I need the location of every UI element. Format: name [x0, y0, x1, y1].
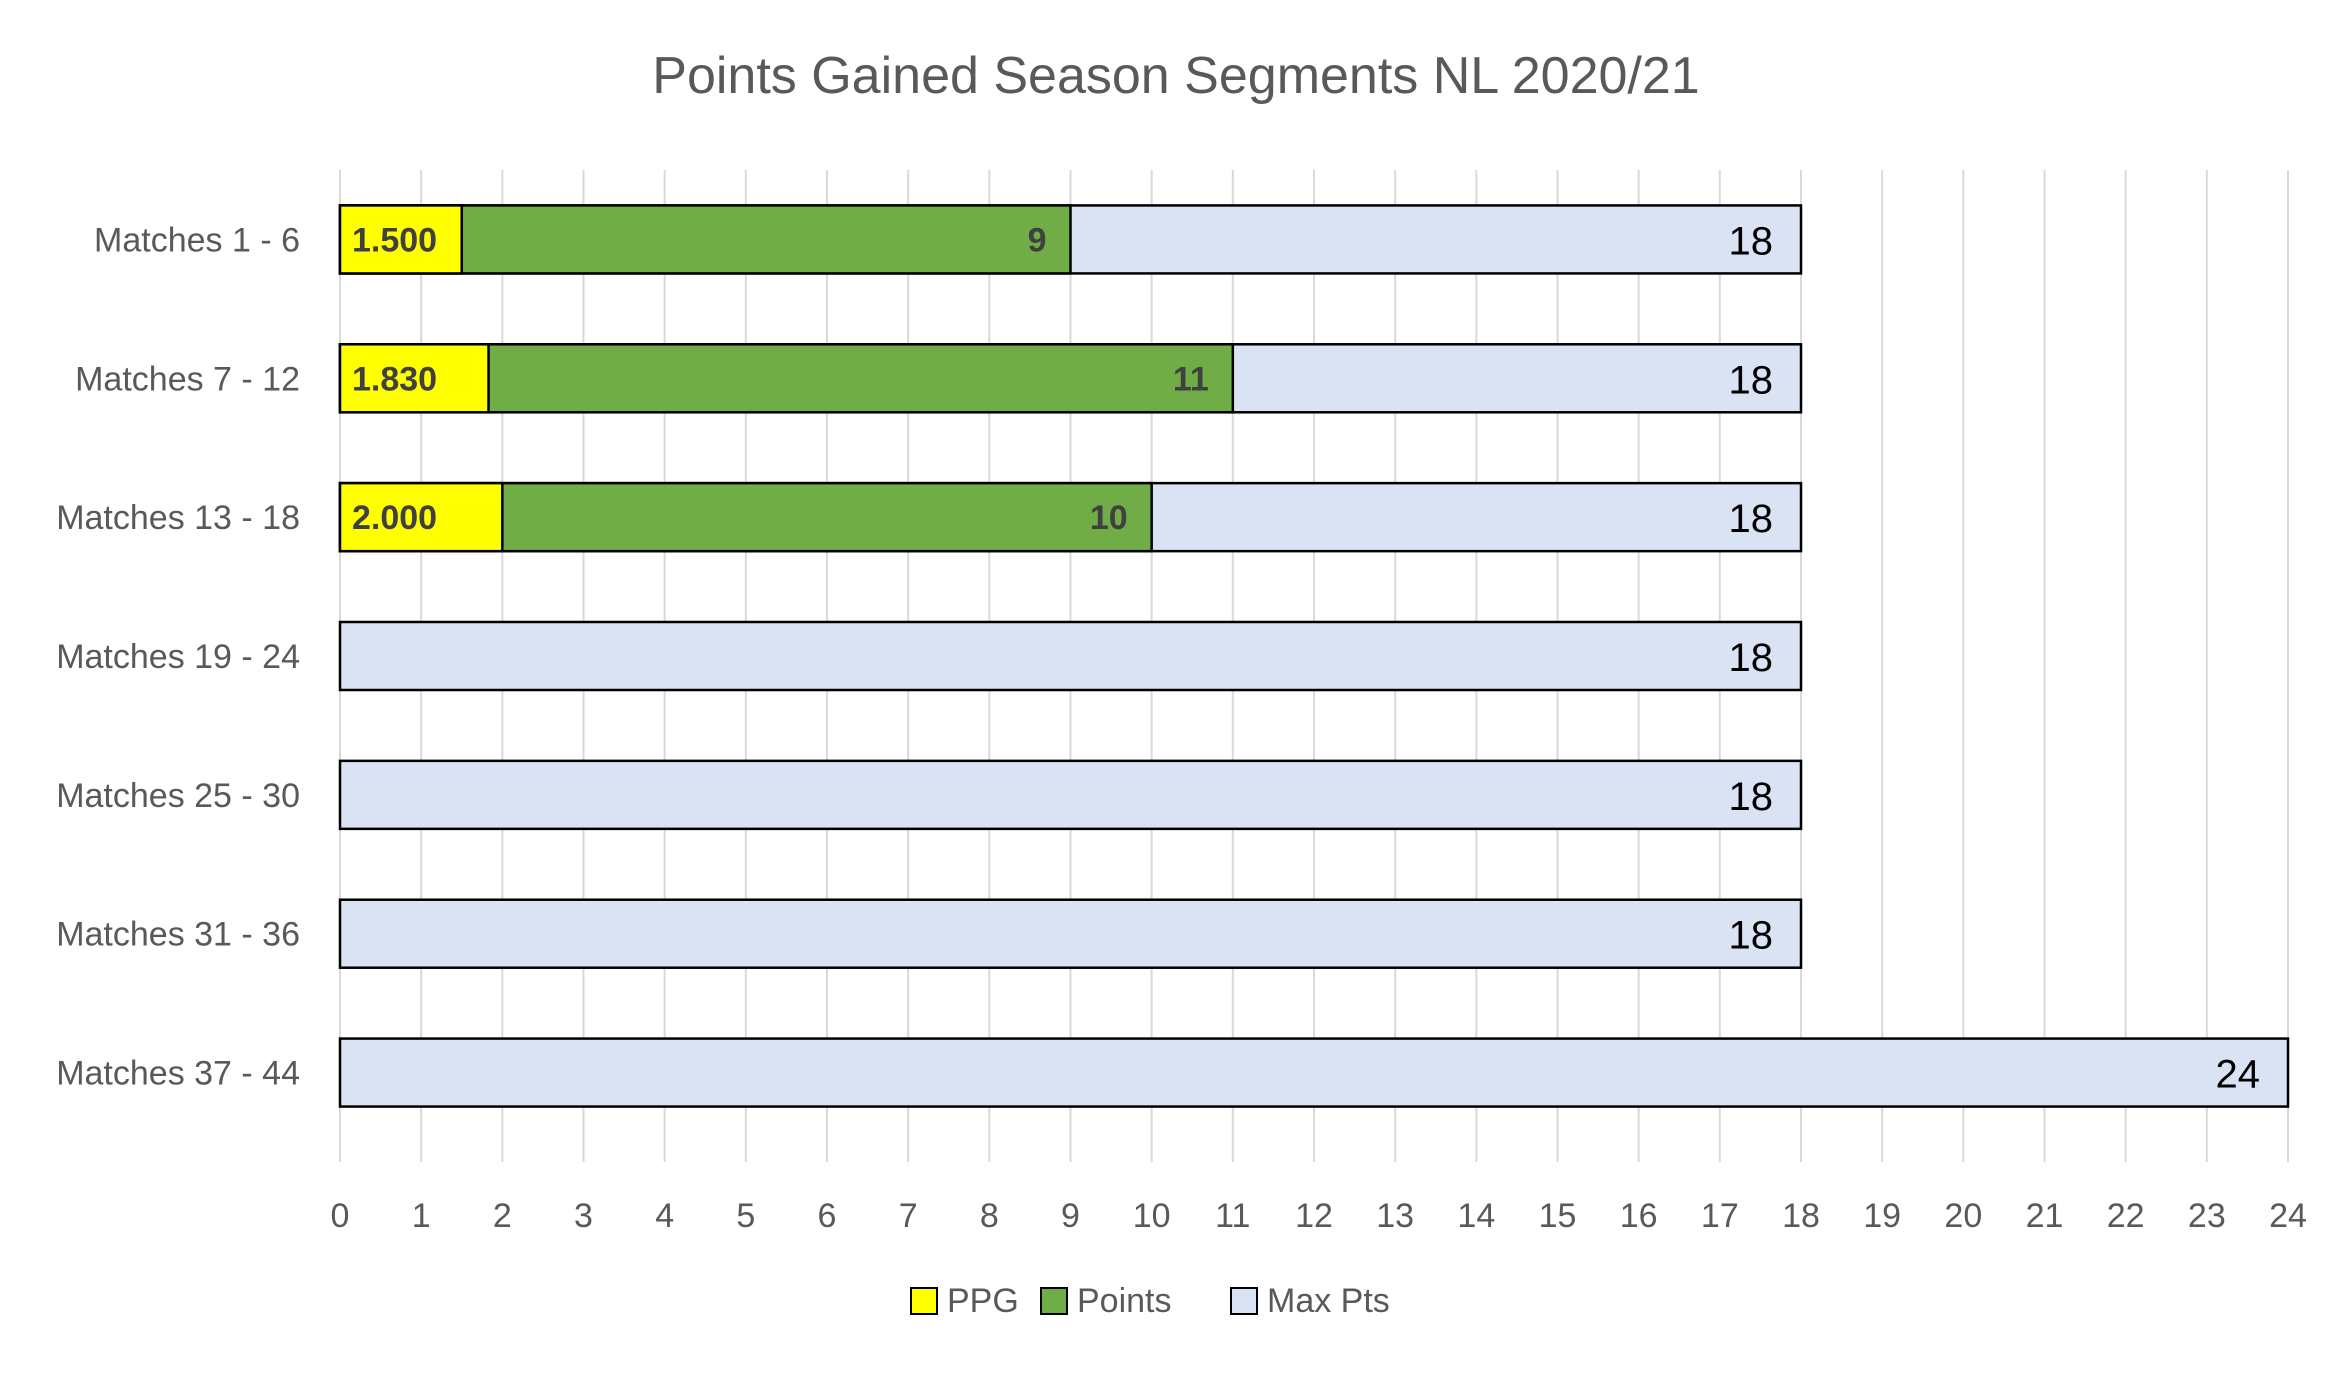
bar-max-pts — [338, 620, 1803, 692]
x-tick-label: 11 — [1215, 1197, 1250, 1235]
data-label-max-pts: 18 — [1729, 636, 1774, 680]
x-tick-label: 23 — [2188, 1197, 2226, 1235]
bars — [338, 204, 2290, 1108]
category-label: Matches 19 - 24 — [56, 638, 300, 676]
x-tick-label: 6 — [818, 1197, 837, 1235]
x-tick-label: 15 — [1539, 1197, 1577, 1235]
category-label: Matches 31 - 36 — [56, 916, 300, 954]
legend-label: Points — [1077, 1282, 1172, 1320]
x-tick-label: 13 — [1376, 1197, 1414, 1235]
category-axis: Matches 1 - 6 Matches 7 - 12 Matches 13 - … — [56, 221, 300, 1092]
x-tick-label: 10 — [1133, 1197, 1171, 1235]
data-label-max-pts: 18 — [1729, 497, 1774, 541]
data-label-points: 11 — [1173, 360, 1209, 398]
legend-swatch — [910, 1287, 938, 1315]
x-tick-label: 21 — [2026, 1197, 2064, 1235]
data-label-max-pts: 18 — [1729, 358, 1774, 402]
x-tick-label: 4 — [655, 1197, 674, 1235]
data-label-max-pts: 18 — [1729, 219, 1774, 263]
bar-max-pts — [338, 759, 1803, 831]
legend-item-max-pts: Max Pts — [1230, 1282, 1390, 1320]
x-tick-label: 12 — [1295, 1197, 1333, 1235]
data-label-max-pts: 24 — [2216, 1053, 2261, 1097]
category-label: Matches 7 - 12 — [75, 360, 300, 398]
legend-item-ppg: PPG — [910, 1282, 1019, 1320]
legend-label: PPG — [947, 1282, 1019, 1320]
x-tick-label: 16 — [1620, 1197, 1658, 1235]
bar-ppg — [338, 204, 463, 275]
x-tick-label: 14 — [1457, 1197, 1495, 1235]
chart-title: Points Gained Season Segments NL 2020/21 — [652, 47, 1699, 105]
x-tick-label: 2 — [493, 1197, 512, 1235]
data-label-max-pts: 18 — [1729, 775, 1774, 819]
data-label-ppg: 2.000 — [352, 499, 437, 537]
x-tick-label: 17 — [1701, 1197, 1739, 1235]
bar-max-pts — [338, 1037, 2290, 1108]
x-tick-label: 7 — [899, 1197, 918, 1235]
category-label: Matches 37 - 44 — [56, 1055, 300, 1093]
bar-max-pts — [338, 898, 1803, 969]
x-tick-label: 18 — [1782, 1197, 1820, 1235]
data-label-points: 9 — [1028, 221, 1047, 259]
x-tick-label: 1 — [412, 1197, 431, 1235]
value-axis: 0 1 2 3 4 5 6 7 8 9 10 11 12 13 14 15 16 17 18 19 20 21 22 23 24 — [331, 1197, 2307, 1235]
category-label: Matches 13 - 18 — [56, 499, 300, 537]
legend: PPG Points Max Pts — [910, 1282, 1390, 1320]
x-tick-label: 20 — [1944, 1197, 1982, 1235]
x-tick-label: 19 — [1863, 1197, 1901, 1235]
x-tick-label: 9 — [1061, 1197, 1080, 1235]
x-tick-label: 8 — [980, 1197, 999, 1235]
data-label-ppg: 1.830 — [352, 360, 437, 398]
bar-ppg — [338, 343, 490, 414]
data-label-points: 10 — [1090, 499, 1128, 537]
x-tick-label: 5 — [736, 1197, 755, 1235]
legend-swatch — [1040, 1287, 1068, 1315]
category-label: Matches 25 - 30 — [56, 777, 300, 815]
x-tick-label: 24 — [2269, 1197, 2307, 1235]
legend-swatch — [1230, 1287, 1258, 1315]
category-label: Matches 1 - 6 — [94, 221, 300, 259]
x-tick-label: 3 — [574, 1197, 593, 1235]
legend-label: Max Pts — [1267, 1282, 1390, 1320]
data-labels: 1.500 9 18 1.830 11 18 2.000 10 18 18 18 18 24 — [352, 219, 2260, 1096]
data-label-ppg: 1.500 — [352, 221, 437, 259]
x-tick-label: 0 — [331, 1197, 350, 1235]
bar-ppg — [338, 481, 504, 553]
legend-item-points: Points — [1040, 1282, 1172, 1320]
x-tick-label: 22 — [2107, 1197, 2145, 1235]
data-label-max-pts: 18 — [1729, 914, 1774, 958]
